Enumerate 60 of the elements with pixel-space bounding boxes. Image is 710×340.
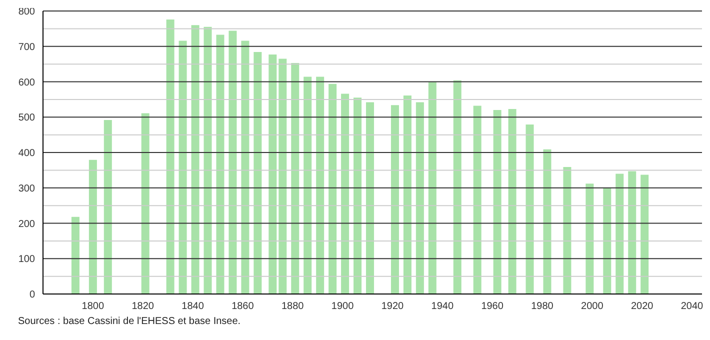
bar xyxy=(341,94,350,294)
x-tick-label: 2000 xyxy=(581,301,604,312)
x-tick-label: 1880 xyxy=(281,301,304,312)
x-tick-label: 2040 xyxy=(680,301,704,312)
x-tick-label: 1960 xyxy=(481,301,504,312)
bar xyxy=(428,82,436,294)
bar xyxy=(493,110,502,294)
bar xyxy=(473,106,482,294)
bar xyxy=(204,26,212,294)
bar xyxy=(228,30,237,294)
bar xyxy=(403,96,412,294)
bar xyxy=(191,25,200,294)
bar xyxy=(316,76,324,294)
bar xyxy=(508,108,516,294)
y-tick-label: 500 xyxy=(18,112,36,124)
bar xyxy=(526,124,534,294)
x-tick-label: 1940 xyxy=(431,301,454,312)
y-tick-label: 400 xyxy=(18,148,36,160)
bar xyxy=(543,149,552,294)
bar xyxy=(268,54,277,294)
bar xyxy=(166,19,174,294)
bar xyxy=(141,113,150,294)
bar xyxy=(216,34,224,294)
bar xyxy=(328,84,337,294)
source-note: Sources : base Cassini de l'EHESS et base Insee. xyxy=(18,316,242,327)
bar xyxy=(563,167,572,294)
bar xyxy=(616,174,624,294)
bar xyxy=(603,188,612,294)
bar xyxy=(241,40,250,294)
y-tick-label: 600 xyxy=(18,77,36,88)
y-tick-label: 300 xyxy=(18,183,36,194)
bar xyxy=(304,76,312,294)
x-tick-label: 1800 xyxy=(82,301,104,312)
bar xyxy=(88,160,97,294)
x-tick-label: 1980 xyxy=(531,301,554,312)
x-tick-label: 2020 xyxy=(630,301,654,312)
bar xyxy=(278,58,287,294)
x-tick-label: 1860 xyxy=(232,301,254,312)
x-tick-label: 1820 xyxy=(132,301,154,312)
bar xyxy=(390,105,399,294)
bar xyxy=(71,216,80,294)
x-tick-label: 1920 xyxy=(381,301,404,312)
y-tick-label: 800 xyxy=(18,6,36,18)
y-tick-label: 100 xyxy=(18,254,36,266)
bar xyxy=(291,63,300,294)
bar xyxy=(628,171,636,294)
bar xyxy=(586,184,594,294)
bar xyxy=(640,174,649,294)
y-tick-label: 200 xyxy=(18,218,36,230)
y-tick-label: 0 xyxy=(29,290,36,301)
bar xyxy=(178,40,187,294)
bar xyxy=(453,80,462,294)
bar xyxy=(416,102,424,294)
x-tick-label: 1840 xyxy=(182,301,204,312)
bar xyxy=(254,52,262,294)
bar xyxy=(354,98,362,294)
bar xyxy=(104,120,112,294)
x-tick-label: 1900 xyxy=(331,301,354,312)
bar xyxy=(366,102,374,294)
y-tick-label: 700 xyxy=(18,42,36,53)
